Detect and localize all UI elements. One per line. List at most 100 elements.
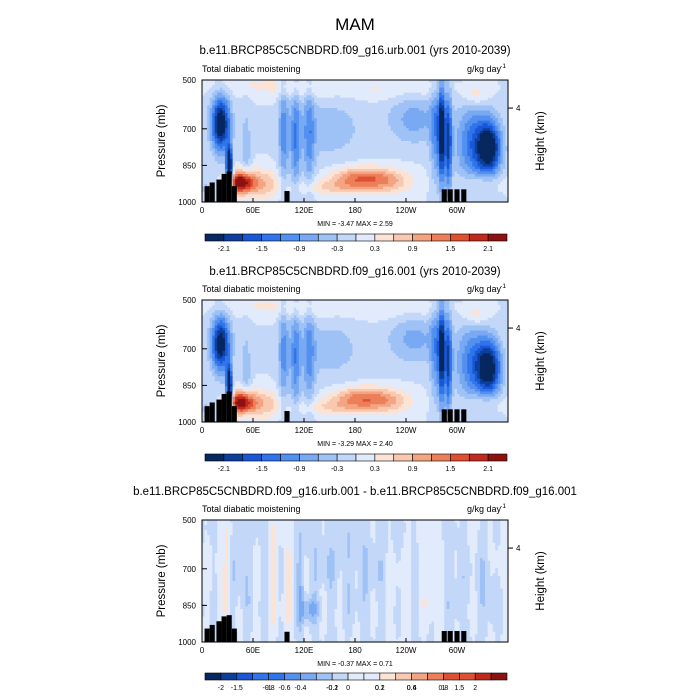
heatmap-cell bbox=[388, 107, 392, 112]
heatmap-cell bbox=[301, 85, 305, 89]
heatmap-cell bbox=[222, 107, 226, 112]
heatmap-cell bbox=[309, 85, 313, 89]
heatmap-cell bbox=[449, 125, 453, 129]
heatmap-cell bbox=[275, 153, 280, 157]
heatmap-cell bbox=[342, 97, 346, 101]
heatmap-cell bbox=[403, 123, 407, 127]
heatmap-cell bbox=[454, 123, 458, 127]
heatmap-cell bbox=[400, 113, 405, 117]
heatmap-cell bbox=[207, 125, 211, 129]
heatmap-cell bbox=[214, 115, 218, 119]
heatmap-cell bbox=[291, 141, 295, 145]
heatmap-cell bbox=[219, 125, 223, 129]
heatmap-cell bbox=[281, 82, 285, 86]
heatmap-cell bbox=[242, 135, 246, 140]
heatmap-cell bbox=[321, 153, 325, 157]
heatmap-cell bbox=[209, 90, 213, 94]
heatmap-cell bbox=[275, 90, 280, 94]
heatmap-cell bbox=[472, 107, 476, 112]
heatmap-cell bbox=[347, 148, 351, 152]
heatmap-cell bbox=[383, 80, 387, 84]
heatmap-cell bbox=[355, 87, 359, 91]
heatmap-cell bbox=[464, 138, 468, 142]
heatmap-cell bbox=[291, 97, 295, 101]
heatmap-cell bbox=[388, 92, 392, 96]
heatmap-cell bbox=[380, 143, 384, 147]
heatmap-cell bbox=[265, 95, 269, 99]
heatmap-cell bbox=[362, 80, 366, 84]
heatmap-cell bbox=[324, 118, 328, 122]
heatmap-cell bbox=[301, 95, 305, 99]
heatmap-cell bbox=[347, 110, 351, 114]
heatmap-cell bbox=[454, 128, 458, 132]
heatmap-cell bbox=[400, 151, 405, 155]
heatmap-cell bbox=[390, 90, 394, 94]
heatmap-cell bbox=[339, 80, 343, 84]
heatmap-cell bbox=[500, 107, 504, 112]
heatmap-cell bbox=[395, 102, 399, 107]
heatmap-cell bbox=[202, 156, 206, 160]
heatmap-cell bbox=[446, 156, 450, 160]
heatmap-cell bbox=[347, 146, 351, 150]
heatmap-cell bbox=[454, 107, 458, 112]
heatmap-cell bbox=[434, 151, 438, 155]
heatmap-cell bbox=[309, 80, 313, 84]
heatmap-cell bbox=[265, 125, 269, 129]
heatmap-cell bbox=[242, 80, 246, 84]
heatmap-cell bbox=[398, 120, 402, 124]
heatmap-cell bbox=[321, 85, 325, 89]
heatmap-cell bbox=[479, 135, 484, 140]
heatmap-cell bbox=[293, 138, 297, 142]
heatmap-cell bbox=[362, 102, 366, 107]
heatmap-cell bbox=[349, 115, 354, 119]
heatmap-cell bbox=[372, 87, 376, 91]
heatmap-cell bbox=[224, 128, 229, 132]
heatmap-cell bbox=[406, 87, 410, 91]
heatmap-cell bbox=[286, 97, 290, 101]
heatmap-cell bbox=[304, 110, 308, 114]
heatmap-cell bbox=[301, 148, 305, 152]
heatmap-cell bbox=[258, 90, 262, 94]
heatmap-cell bbox=[403, 133, 407, 137]
heatmap-cell bbox=[449, 85, 453, 89]
right-string-sup: -1 bbox=[500, 63, 506, 70]
heatmap-cell bbox=[224, 107, 229, 112]
heatmap-cell bbox=[247, 110, 252, 114]
heatmap-cell bbox=[242, 82, 246, 86]
heatmap-cell bbox=[464, 156, 468, 160]
heatmap-cell bbox=[242, 85, 246, 89]
heatmap-cell bbox=[444, 120, 448, 124]
heatmap-cell bbox=[344, 130, 348, 134]
heatmap-cell bbox=[360, 148, 364, 152]
heatmap-cell bbox=[398, 148, 402, 152]
heatmap-cell bbox=[230, 123, 234, 127]
heatmap-cell bbox=[436, 128, 440, 132]
heatmap-cell bbox=[260, 128, 264, 132]
heatmap-cell bbox=[479, 118, 484, 122]
heatmap-cell bbox=[434, 128, 438, 132]
heatmap-cell bbox=[457, 97, 461, 101]
heatmap-cell bbox=[329, 113, 333, 117]
heatmap-cell bbox=[490, 135, 494, 140]
heatmap-cell bbox=[492, 97, 496, 101]
heatmap-cell bbox=[235, 118, 239, 122]
heatmap-cell bbox=[321, 80, 325, 84]
heatmap-cell bbox=[219, 80, 223, 84]
heatmap-cell bbox=[349, 113, 354, 117]
heatmap-cell bbox=[332, 92, 336, 96]
heatmap-cell bbox=[321, 133, 325, 137]
heatmap-cell bbox=[344, 156, 348, 160]
heatmap-cell bbox=[316, 156, 320, 160]
heatmap-cell bbox=[403, 120, 407, 124]
heatmap-cell bbox=[319, 153, 323, 157]
heatmap-cell bbox=[293, 82, 297, 86]
heatmap-cell bbox=[365, 125, 369, 129]
heatmap-cell bbox=[431, 123, 435, 127]
heatmap-cell bbox=[207, 110, 211, 114]
heatmap-cell bbox=[375, 153, 379, 157]
heatmap-cell bbox=[253, 133, 257, 137]
heatmap-cell bbox=[418, 153, 422, 157]
heatmap-cell bbox=[423, 110, 427, 114]
heatmap-cell bbox=[342, 156, 346, 160]
heatmap-cell bbox=[337, 105, 341, 109]
